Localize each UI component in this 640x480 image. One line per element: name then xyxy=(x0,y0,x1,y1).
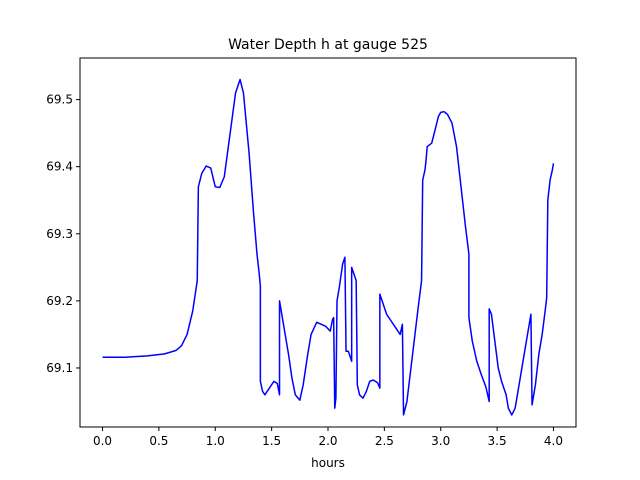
series-layer xyxy=(102,78,555,416)
x-tick-label: 0.0 xyxy=(93,434,112,448)
y-tick-label: 69.2 xyxy=(46,294,73,308)
x-tick-label: 2.0 xyxy=(318,434,337,448)
y-tick-label: 69.1 xyxy=(46,361,73,375)
x-tick-label: 4.0 xyxy=(544,434,563,448)
x-axis-label: hours xyxy=(311,456,345,470)
x-tick-label: 2.5 xyxy=(375,434,394,448)
y-tick-label: 69.3 xyxy=(46,227,73,241)
y-tick-label: 69.5 xyxy=(46,93,73,107)
x-tick-label: 1.0 xyxy=(206,434,225,448)
y-axis: 69.1 69.2 69.3 69.4 69.5 xyxy=(46,93,80,375)
x-axis: 0.0 0.5 1.0 1.5 2.0 2.5 3.0 3.5 4.0 xyxy=(93,427,563,448)
x-tick-label: 1.5 xyxy=(262,434,281,448)
x-tick-label: 0.5 xyxy=(149,434,168,448)
plot-frame xyxy=(79,57,577,428)
x-tick-label: 3.0 xyxy=(431,434,450,448)
series-line xyxy=(102,78,555,416)
x-tick-label: 3.5 xyxy=(488,434,507,448)
chart-title: Water Depth h at gauge 525 xyxy=(228,37,428,53)
y-tick-label: 69.4 xyxy=(46,160,73,174)
